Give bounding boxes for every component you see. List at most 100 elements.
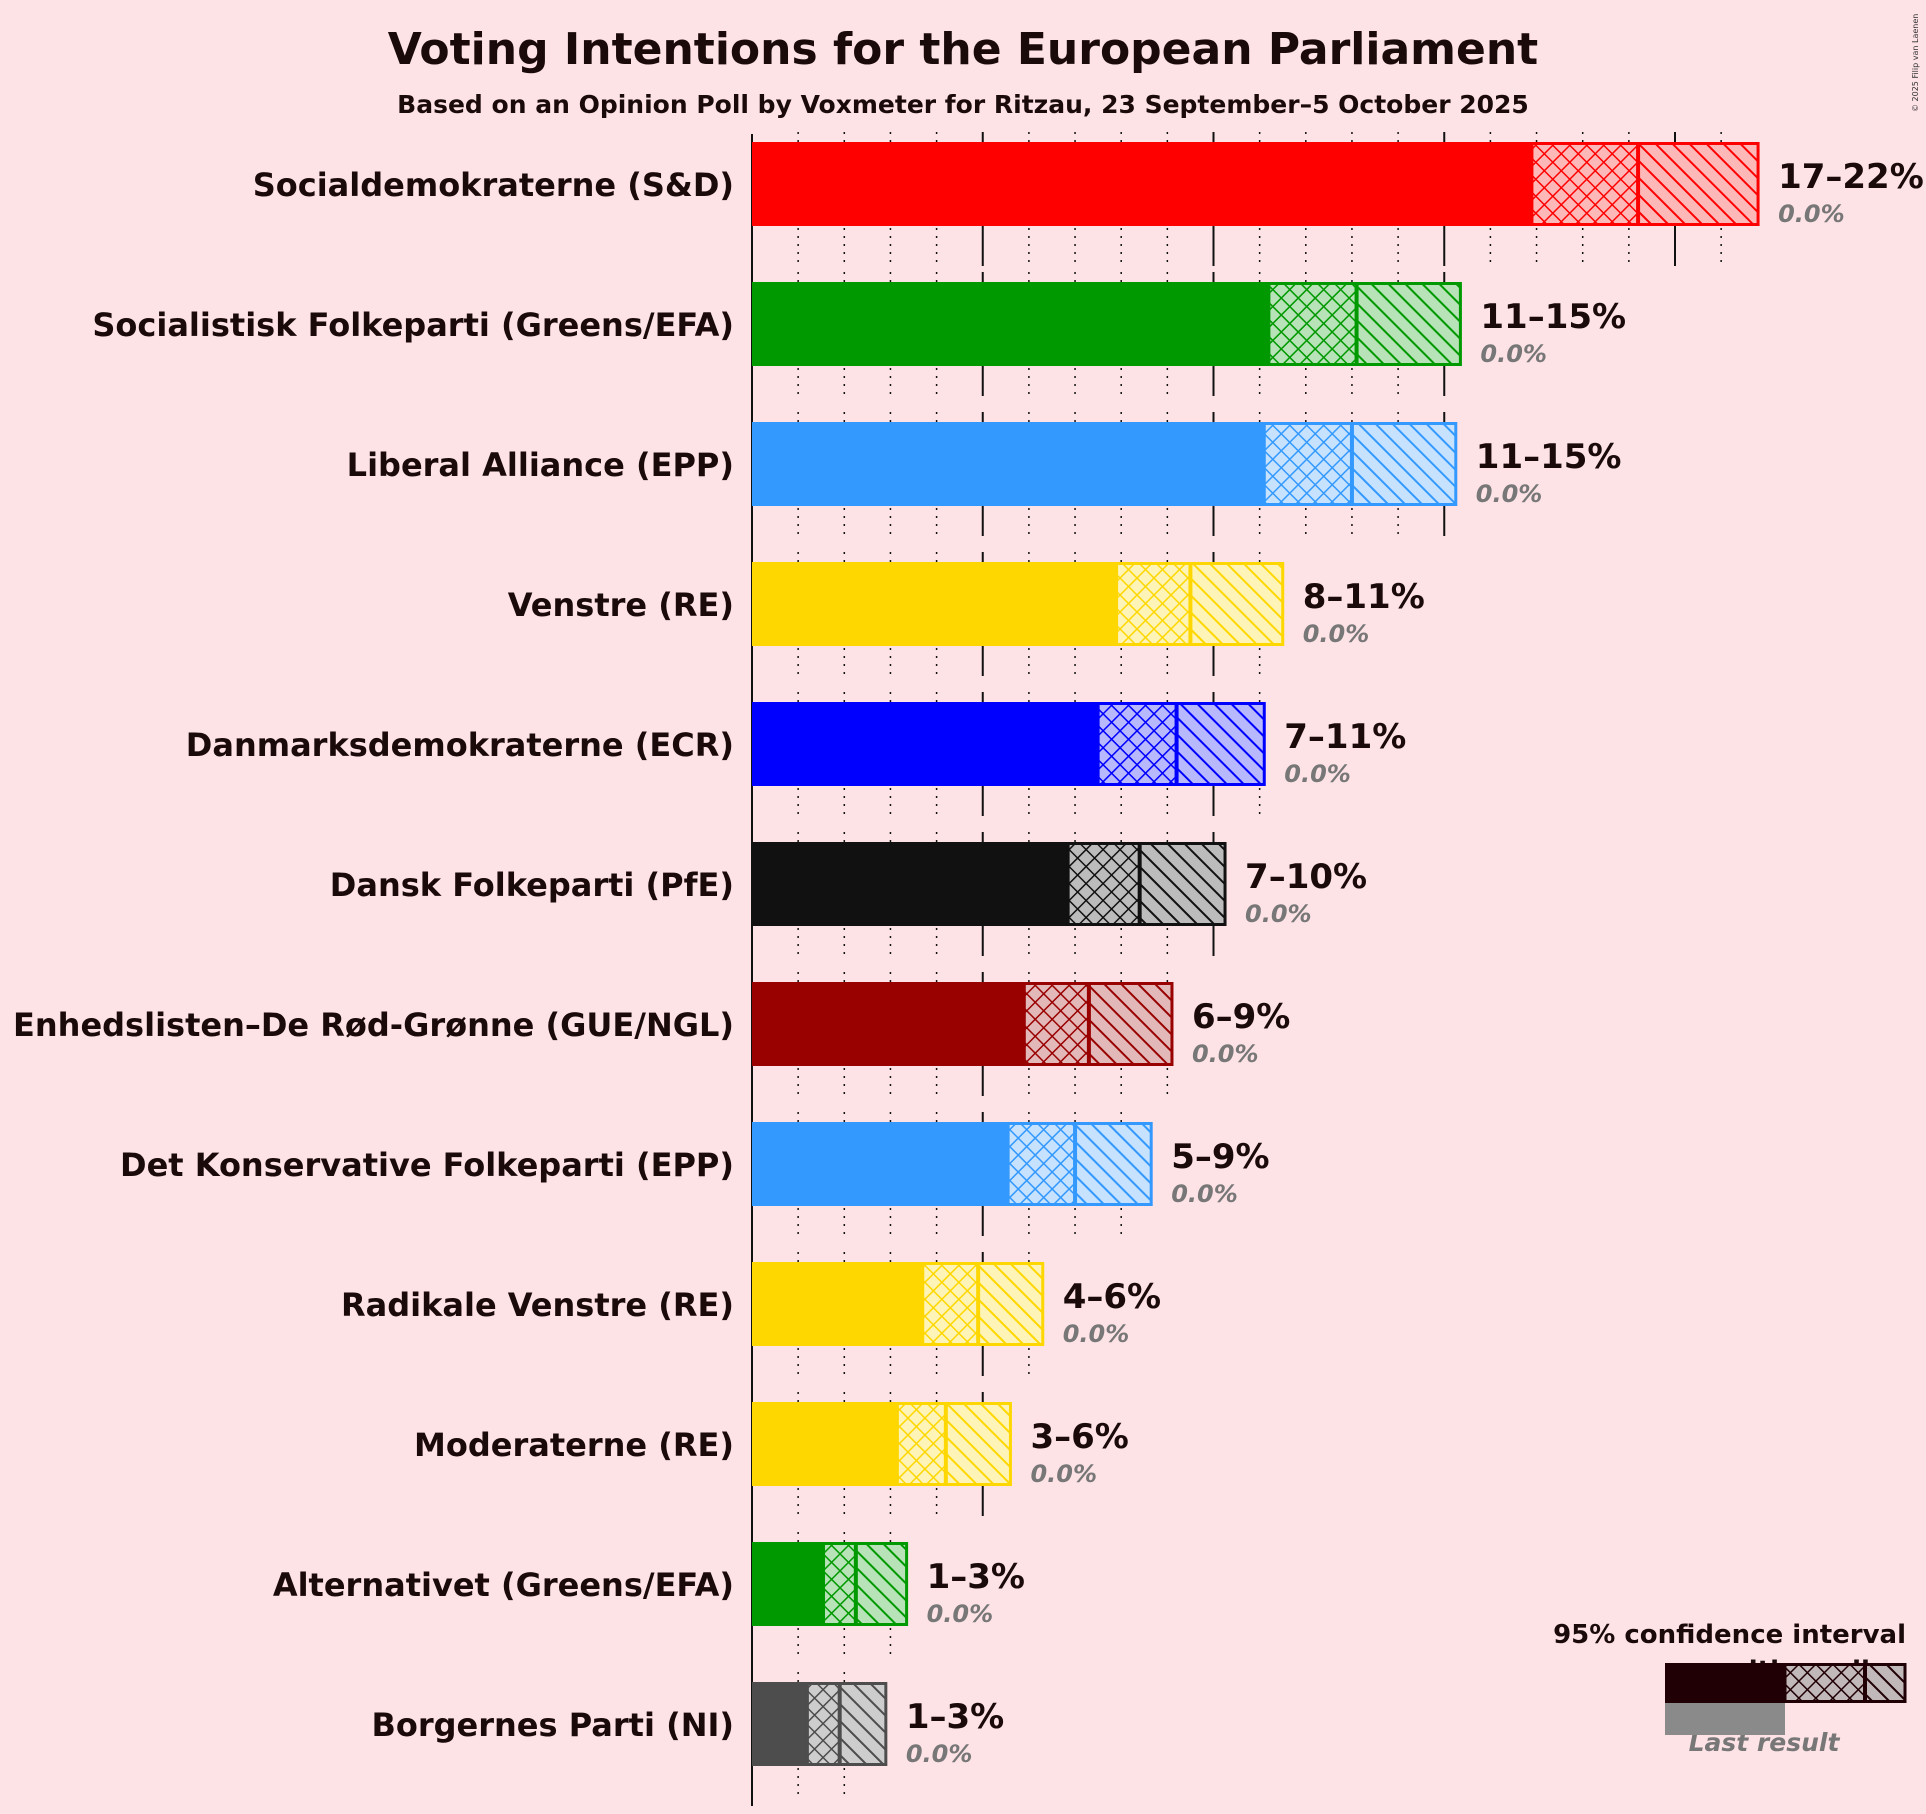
bar-solid <box>752 1542 824 1626</box>
bar-ci-upper <box>945 1402 1011 1486</box>
bar-ci-outline <box>1066 842 1227 926</box>
range-label: 1–3% <box>906 1697 1004 1737</box>
party-label: Socialdemokraterne (S&D) <box>253 166 734 204</box>
bar-solid <box>752 1682 808 1766</box>
bar-ci-lower <box>1268 282 1357 366</box>
plot-area: Socialdemokraterne (S&D) 17–22%0.0%Social… <box>13 132 1924 1806</box>
bar-ci-lower <box>1531 142 1639 226</box>
party-label: Danmarksdemokraterne (ECR) <box>186 726 734 764</box>
bar-solid <box>752 702 1099 786</box>
bar-ci-upper <box>1351 422 1456 506</box>
bar-ci-outline <box>921 1262 1045 1346</box>
last-result-label: 0.0% <box>906 1740 973 1768</box>
bar-ci-lower <box>1098 702 1177 786</box>
bar-ci-outline <box>1006 1122 1153 1206</box>
range-label: 4–6% <box>1063 1277 1161 1317</box>
bar-ci-lower <box>807 1682 840 1766</box>
bar-ci-lower <box>897 1402 946 1486</box>
bar-ci-upper <box>1075 1122 1152 1206</box>
bar-solid <box>752 1122 1009 1206</box>
range-label: 8–11% <box>1303 577 1425 617</box>
bar-ci-outline <box>1530 142 1760 226</box>
bar-solid <box>752 842 1069 926</box>
legend-bar-ci-upper <box>1865 1663 1905 1703</box>
bar-ci-upper <box>1190 562 1283 646</box>
last-result-label: 0.0% <box>1476 480 1543 508</box>
party-row: Socialistisk Folkeparti (Greens/EFA) 11–1… <box>92 272 1626 396</box>
party-row: Venstre (RE) 8–11% 0.0% <box>508 552 1425 676</box>
bar-ci-outline <box>1115 562 1285 646</box>
party-label: Socialistisk Folkeparti (Greens/EFA) <box>92 306 734 344</box>
party-row: Danmarksdemokraterne (ECR) 7–11% 0.0% <box>186 692 1406 816</box>
legend-bar-outline <box>1783 1663 1907 1703</box>
bar-ci-upper <box>1356 282 1461 366</box>
chart-title: Voting Intentions for the European Parli… <box>388 24 1538 75</box>
last-result-label: 0.0% <box>1303 620 1370 648</box>
party-label: Enhedslisten–De Rød-Grønne (GUE/NGL) <box>13 1006 734 1044</box>
bar-ci-upper <box>1638 142 1759 226</box>
last-result-label: 0.0% <box>1480 340 1547 368</box>
last-result-label: 0.0% <box>1192 1040 1259 1068</box>
party-row: Enhedslisten–De Rød-Grønne (GUE/NGL) 6–9%… <box>13 972 1290 1096</box>
party-row: Liberal Alliance (EPP) 11–15% 0.0% <box>347 412 1622 536</box>
bar-solid <box>752 142 1532 226</box>
bar-ci-upper <box>1176 702 1265 786</box>
party-label: Det Konservative Folkeparti (EPP) <box>120 1146 734 1184</box>
last-result-label: 0.0% <box>1063 1320 1130 1348</box>
last-result-label: 0.0% <box>1245 900 1312 928</box>
party-label: Moderaterne (RE) <box>414 1426 734 1464</box>
range-label: 7–10% <box>1245 857 1367 897</box>
legend-bar-ci-lower <box>1785 1663 1865 1703</box>
party-row: Radikale Venstre (RE) 4–6% 0.0% <box>341 1252 1161 1376</box>
legend-title-line1: 95% confidence interval <box>1553 1620 1906 1650</box>
bar-solid <box>752 562 1117 646</box>
bar-ci-lower <box>1264 422 1352 506</box>
bar-ci-outline <box>895 1402 1012 1486</box>
bar-ci-upper <box>978 1262 1043 1346</box>
bar-ci-outline <box>822 1542 909 1626</box>
party-row: Moderaterne (RE) 3–6% 0.0% <box>414 1392 1129 1516</box>
bar-ci-outline <box>805 1682 888 1766</box>
last-result-label: 0.0% <box>1284 760 1351 788</box>
last-result-label: 0.0% <box>1030 1460 1097 1488</box>
last-result-label: 0.0% <box>1778 200 1845 228</box>
last-result-label: 0.0% <box>1171 1180 1238 1208</box>
bar-ci-upper <box>855 1542 907 1626</box>
bar-solid <box>752 1262 923 1346</box>
range-label: 7–11% <box>1284 717 1406 757</box>
range-label: 11–15% <box>1476 437 1622 477</box>
bar-ci-lower <box>823 1542 856 1626</box>
range-label: 3–6% <box>1030 1417 1128 1457</box>
party-row: Socialdemokraterne (S&D) 17–22% 0.0% <box>253 132 1924 266</box>
bar-ci-outline <box>1262 422 1458 506</box>
bar-ci-outline <box>1096 702 1266 786</box>
bar-ci-outline <box>1267 282 1462 366</box>
party-row: Alternativet (Greens/EFA) 1–3% 0.0% <box>273 1532 1025 1656</box>
range-label: 5–9% <box>1171 1137 1269 1177</box>
range-label: 1–3% <box>927 1557 1025 1597</box>
party-label: Venstre (RE) <box>508 586 734 624</box>
party-label: Dansk Folkeparti (PfE) <box>330 866 734 904</box>
range-label: 11–15% <box>1480 297 1626 337</box>
bar-solid <box>752 422 1265 506</box>
copyright-text: © 2025 Filip van Laenen <box>1911 14 1920 112</box>
last-result-label: 0.0% <box>927 1600 994 1628</box>
bar-ci-outline <box>1022 982 1174 1066</box>
bar-solid <box>752 1402 898 1486</box>
range-label: 17–22% <box>1778 157 1924 197</box>
bar-ci-lower <box>1024 982 1089 1066</box>
bar-solid <box>752 982 1025 1066</box>
bar-ci-upper <box>1139 842 1226 926</box>
party-row: Dansk Folkeparti (PfE) 7–10% 0.0% <box>330 832 1367 956</box>
legend: 95% confidence interval with median Last… <box>1553 1620 1907 1757</box>
party-label: Alternativet (Greens/EFA) <box>273 1566 734 1604</box>
bar-solid <box>752 282 1269 366</box>
range-label: 6–9% <box>1192 997 1290 1037</box>
party-label: Radikale Venstre (RE) <box>341 1286 734 1324</box>
bar-ci-lower <box>1008 1122 1076 1206</box>
bar-ci-lower <box>1116 562 1191 646</box>
party-row: Det Konservative Folkeparti (EPP) 5–9% 0.0… <box>120 1112 1270 1236</box>
bar-ci-lower <box>922 1262 979 1346</box>
party-row: Borgernes Parti (NI) 1–3% 0.0% <box>371 1672 1004 1796</box>
